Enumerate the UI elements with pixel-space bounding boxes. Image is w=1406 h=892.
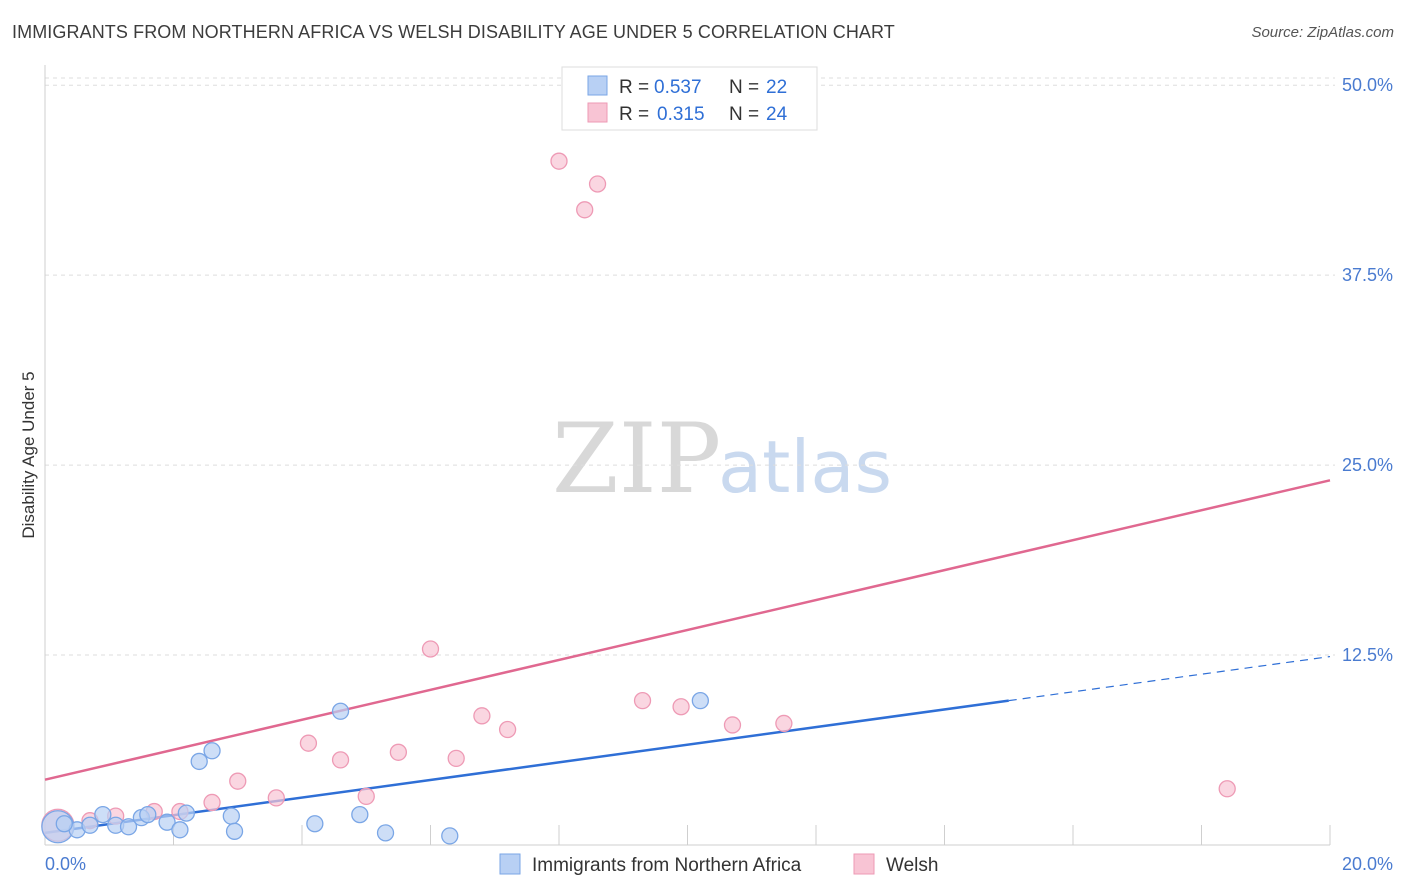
- y-tick-label: 50.0%: [1342, 75, 1393, 95]
- point-immigrants: [351, 805, 369, 824]
- point-immigrants: [441, 827, 459, 845]
- point-immigrants: [203, 742, 221, 760]
- point-welsh: [389, 743, 408, 761]
- legend-swatch-pink: [587, 102, 608, 123]
- point-immigrants: [691, 691, 709, 710]
- y-tick-label: 25.0%: [1342, 455, 1393, 475]
- y-axis-title: Disability Age Under 5: [19, 371, 38, 538]
- point-welsh: [1218, 780, 1236, 798]
- bottom-legend-label-pink: Welsh: [886, 855, 938, 876]
- bottom-legend-label-blue: Immigrants from Northern Africa: [532, 855, 802, 876]
- legend-r-value-2: 0.315: [657, 104, 705, 125]
- x-tick-label-max: 20.0%: [1342, 854, 1393, 874]
- point-immigrants: [306, 815, 324, 833]
- legend-r-value-1: 0.537: [654, 77, 702, 98]
- trend-line-immigrants-extension: [1008, 655, 1331, 702]
- bottom-legend-swatch-pink: [853, 853, 875, 875]
- watermark-atlas: atlas: [718, 425, 892, 509]
- data-points: [41, 152, 1236, 845]
- point-immigrants: [331, 702, 350, 720]
- point-immigrants: [139, 805, 157, 824]
- bottom-legend: Immigrants from Northern Africa Welsh: [499, 853, 938, 876]
- point-welsh: [588, 175, 607, 193]
- source-label: Source: ZipAtlas.com: [1251, 24, 1394, 41]
- top-legend: R = 0.537 N = 22 R = 0.315 N = 24: [561, 66, 818, 131]
- point-immigrants: [94, 805, 112, 824]
- trend-line-welsh: [44, 479, 1331, 781]
- point-welsh: [498, 720, 517, 739]
- gridlines: [45, 77, 1335, 656]
- point-welsh: [357, 787, 375, 806]
- point-immigrants: [177, 804, 196, 822]
- x-tick-label-min: 0.0%: [45, 854, 86, 874]
- watermark: ZIP atlas: [552, 403, 892, 515]
- point-welsh: [203, 793, 221, 812]
- point-welsh: [299, 734, 318, 752]
- x-tick-labels: 0.0% 20.0%: [45, 854, 1393, 874]
- y-tick-labels: 12.5% 25.0% 37.5% 50.0%: [1342, 75, 1393, 665]
- legend-n-value-1: 22: [766, 77, 787, 98]
- point-immigrants: [55, 815, 73, 833]
- point-welsh: [421, 640, 440, 658]
- point-welsh: [672, 698, 690, 716]
- trend-line-immigrants: [44, 699, 1009, 835]
- trend-lines: [44, 479, 1331, 835]
- legend-n-label-1: N =: [729, 77, 759, 98]
- point-immigrants: [158, 813, 176, 831]
- point-welsh: [550, 152, 568, 170]
- point-immigrants: [222, 807, 240, 825]
- point-welsh: [267, 789, 285, 807]
- point-immigrants: [81, 816, 99, 834]
- point-welsh: [723, 716, 742, 734]
- point-immigrants: [119, 818, 138, 836]
- bottom-legend-swatch-blue: [499, 853, 521, 875]
- point-welsh: [576, 201, 594, 219]
- point-welsh: [633, 691, 652, 710]
- point-welsh: [229, 772, 247, 790]
- legend-n-value-2: 24: [766, 104, 788, 125]
- legend-r-label-2: R =: [619, 104, 649, 125]
- point-immigrants: [190, 752, 208, 771]
- point-immigrants: [376, 824, 395, 842]
- chart-title: IMMIGRANTS FROM NORTHERN AFRICA VS WELSH…: [12, 22, 895, 42]
- point-welsh: [473, 707, 491, 725]
- point-welsh: [331, 751, 350, 769]
- y-tick-label: 37.5%: [1342, 265, 1393, 285]
- axes: [44, 65, 1331, 846]
- legend-n-label-2: N =: [729, 104, 759, 125]
- point-welsh: [775, 714, 793, 733]
- point-immigrants: [171, 821, 189, 839]
- point-welsh: [447, 749, 465, 768]
- legend-r-label-1: R =: [619, 77, 649, 98]
- y-tick-label: 12.5%: [1342, 645, 1393, 665]
- legend-swatch-blue: [587, 75, 608, 96]
- point-immigrants: [225, 822, 244, 840]
- watermark-zip: ZIP: [552, 403, 721, 515]
